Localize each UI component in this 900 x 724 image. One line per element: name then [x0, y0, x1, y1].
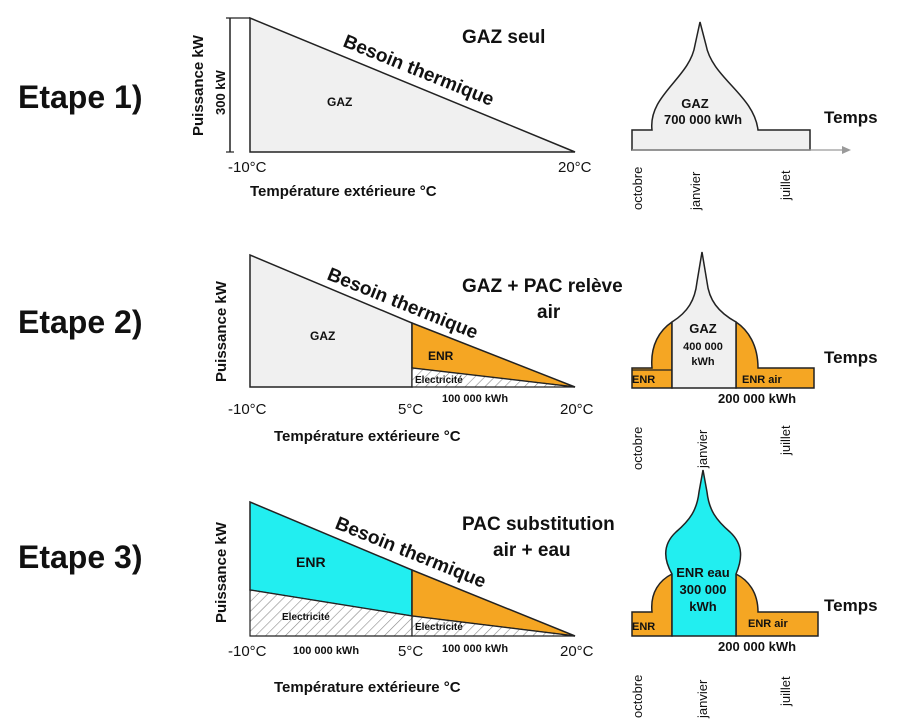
stage-3-month-octobre: octobre	[630, 675, 645, 718]
stage-3-annual-enr-left-label: ENR	[632, 621, 655, 633]
stage-2-tick-max: 20°C	[560, 401, 594, 418]
stage-3-annual-enr-eau-shape	[665, 469, 742, 637]
stage-3-tick-max: 20°C	[560, 643, 594, 660]
stage-3-annual-enr-right	[735, 572, 819, 637]
stage-3-x-axis-label: Température extérieure °C	[274, 679, 461, 696]
stage-2-annual-enr-right	[735, 320, 815, 389]
stage-1-label: Etape 1)	[18, 79, 142, 115]
stage-2-x-axis-label: Température extérieure °C	[274, 428, 461, 445]
stage-1-month-octobre: octobre	[630, 167, 645, 210]
stage-2-temps-label: Temps	[824, 348, 878, 367]
stage-1-month-janvier: janvier	[688, 171, 703, 211]
stage-1-scale-label: 300 kW	[213, 69, 228, 115]
stage-3-annual-enr-right-label: ENR air	[748, 618, 788, 630]
stage-1-annual-gaz-shape	[631, 21, 811, 151]
stage-2-tick-mid: 5°C	[398, 401, 423, 418]
stage-2-power-chart: Puissance kW GAZ ENR Electricité 100 000…	[213, 253, 594, 445]
stage-1-month-juillet: juillet	[778, 170, 793, 201]
stage-1-title: GAZ seul	[462, 27, 545, 48]
stage-3-title-line-1: PAC substitution	[462, 514, 615, 535]
stage-3-elec-left-label: Electricité	[282, 612, 330, 623]
stage-2-label: Etape 2)	[18, 304, 142, 340]
stage-2-month-octobre: octobre	[630, 427, 645, 470]
stage-3-title-line-2: air + eau	[493, 540, 571, 561]
stage-3: Etape 3) Puissance kW ENR Electricité El…	[18, 469, 878, 719]
stage-3-label: Etape 3)	[18, 539, 142, 575]
stage-2-gaz-label: GAZ	[310, 329, 335, 343]
stage-2-annual-enr-left-label: ENR	[632, 374, 655, 386]
stage-2: Etape 2) Puissance kW GAZ ENR Electricit…	[18, 251, 878, 470]
stage-1-time-arrow-icon	[842, 146, 851, 154]
stage-1-annual-gaz-label: GAZ	[681, 96, 709, 111]
stage-1-tick-max: 20°C	[558, 159, 592, 176]
stage-2-title-line-1: GAZ + PAC relève	[462, 276, 623, 297]
stage-3-tick-mid: 5°C	[398, 643, 423, 660]
stage-1-gaz-label: GAZ	[327, 95, 352, 109]
stage-2-annual-gaz-label: GAZ	[689, 321, 717, 336]
stage-1-gaz-area	[249, 16, 576, 153]
stage-3-annual-enr-kwh: 200 000 kWh	[718, 639, 796, 654]
stage-3-enr-label: ENR	[296, 554, 326, 570]
stage-3-annual-chart: ENR eau 300 000 kWh ENR ENR air 200 000 …	[630, 469, 878, 719]
stage-2-enr-label: ENR	[428, 349, 454, 363]
stage-2-y-axis-label: Puissance kW	[213, 280, 230, 382]
stage-1-x-axis-label: Température extérieure °C	[250, 183, 437, 200]
stage-3-kwh-left: 100 000 kWh	[293, 645, 359, 657]
stage-3-annual-enr-eau-value: 300 000	[680, 582, 727, 597]
stage-1-y-axis-label: Puissance kW	[190, 34, 207, 136]
stage-3-y-axis-label: Puissance kW	[213, 521, 230, 623]
stage-2-annual-enr-kwh: 200 000 kWh	[718, 391, 796, 406]
stage-2-month-janvier: janvier	[695, 429, 710, 469]
stage-1: Etape 1) Puissance kW 300 kW GAZ Besoin …	[18, 16, 878, 211]
stage-1-temps-label: Temps	[824, 108, 878, 127]
stage-3-elec-right-label: Electricité	[415, 622, 463, 633]
stage-2-elec-kwh: 100 000 kWh	[442, 393, 508, 405]
stage-1-annual-chart: GAZ 700 000 kWh Temps octobre janvier ju…	[630, 21, 878, 211]
stage-2-title-line-2: air	[537, 302, 561, 323]
stage-2-annual-gaz-unit: kWh	[691, 356, 715, 368]
stage-3-month-janvier: janvier	[695, 679, 710, 719]
stage-2-annual-enr-right-label: ENR air	[742, 374, 782, 386]
stage-3-annual-enr-eau-label: ENR eau	[676, 565, 730, 580]
stage-3-month-juillet: juillet	[778, 676, 793, 707]
stage-3-temps-label: Temps	[824, 596, 878, 615]
stage-3-annual-enr-eau-unit: kWh	[689, 599, 717, 614]
stage-2-annual-chart: GAZ 400 000 kWh ENR ENR air 200 000 kWh …	[630, 251, 878, 470]
stage-2-elec-area	[411, 367, 576, 388]
stage-3-tick-min: -10°C	[228, 643, 267, 660]
stage-3-kwh-right: 100 000 kWh	[442, 643, 508, 655]
stage-2-tick-min: -10°C	[228, 401, 267, 418]
stage-2-month-juillet: juillet	[778, 425, 793, 456]
stage-1-tick-min: -10°C	[228, 159, 267, 176]
stage-3-elec-right-area	[411, 615, 576, 637]
stage-2-elec-label: Electricité	[415, 375, 463, 386]
stage-2-annual-gaz-shape	[671, 251, 737, 389]
stage-2-annual-gaz-value: 400 000	[683, 341, 723, 353]
stage-1-annual-gaz-kwh: 700 000 kWh	[664, 112, 742, 127]
